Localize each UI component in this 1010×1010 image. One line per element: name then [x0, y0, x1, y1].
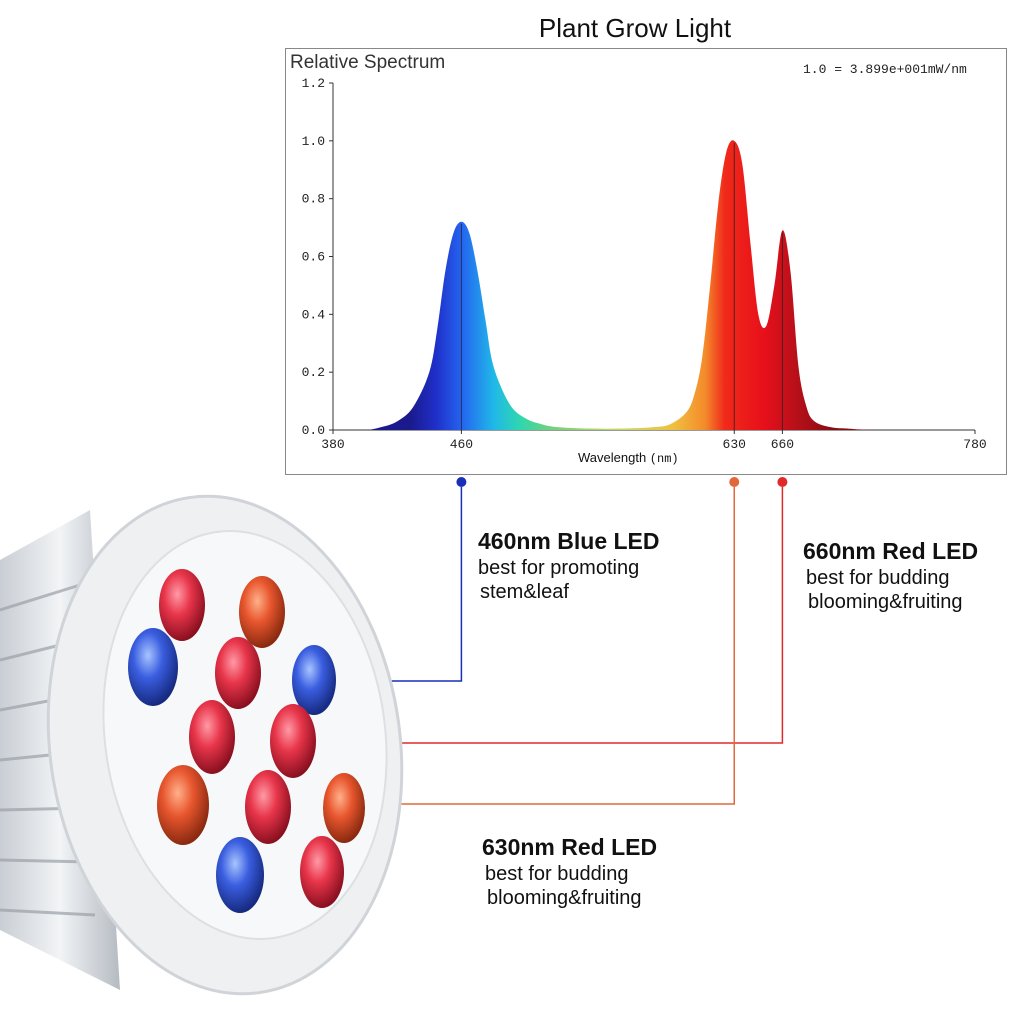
y-tick-label: 0.6 [302, 250, 325, 265]
annotation-630nm: 630nm Red LED best for budding blooming&… [482, 834, 657, 910]
led-red [245, 770, 291, 844]
y-tick-label: 0.2 [302, 365, 325, 380]
x-tick-label: 460 [450, 437, 473, 452]
y-tick-label: 1.0 [302, 134, 325, 149]
peak-marker-dot [777, 477, 788, 487]
led-blue [128, 628, 178, 706]
led-red [300, 836, 344, 908]
annotation-630nm-line2: blooming&fruiting [487, 886, 642, 909]
annotation-660nm: 660nm Red LED best for budding blooming&… [803, 538, 978, 614]
chart-frame [285, 48, 1007, 475]
y-tick-label: 1.2 [302, 76, 325, 91]
annotation-660nm-title: 660nm Red LED [803, 538, 979, 564]
connector-660nm [318, 487, 784, 744]
y-axis-label: Relative Spectrum [290, 52, 446, 73]
led-array [128, 569, 365, 913]
annotation-460nm: 460nm Blue LED best for promoting stem&l… [478, 528, 660, 604]
annotation-460nm-line2: stem&leaf [480, 580, 569, 603]
led-red [270, 704, 316, 778]
led-blue [292, 645, 336, 715]
connector-630nm [367, 487, 735, 805]
x-axis-label: Wavelength (nm) [578, 450, 679, 466]
spectrum-area [333, 140, 975, 431]
led-orange [323, 773, 365, 843]
led-orange [157, 765, 209, 845]
annotation-660nm-line1: best for budding [806, 566, 950, 589]
scale-note: 1.0 = 3.899e+001mW/nm [803, 62, 967, 77]
x-axis-unit: (nm) [649, 452, 679, 466]
chart-title: Plant Grow Light [538, 13, 732, 43]
annotation-630nm-title: 630nm Red LED [482, 834, 658, 860]
x-tick-label: 780 [963, 437, 986, 452]
axes: 0.0 0.2 0.4 0.6 0.8 1.0 1.2 380 460 630 660 780 [302, 76, 987, 452]
x-tick-label: 660 [771, 437, 794, 452]
y-tick-label: 0.4 [302, 307, 326, 322]
led-red [215, 637, 261, 709]
peak-marker-dot [729, 477, 740, 487]
peak-marker-dot [456, 477, 467, 487]
x-tick-label: 630 [723, 437, 746, 452]
lamp-illustration [0, 494, 404, 996]
led-blue [216, 837, 264, 913]
led-red [159, 569, 205, 641]
led-red [189, 700, 235, 774]
led-orange [239, 576, 285, 648]
y-tick-label: 0.0 [302, 423, 325, 438]
annotation-660nm-line2: blooming&fruiting [808, 590, 963, 613]
spectrum-series [333, 140, 975, 431]
x-axis-label-text: Wavelength [578, 450, 647, 465]
x-tick-label: 380 [321, 437, 344, 452]
annotation-630nm-line1: best for budding [485, 862, 629, 885]
annotation-460nm-line1: best for promoting [478, 556, 640, 579]
y-tick-label: 0.8 [302, 192, 325, 207]
annotation-460nm-title: 460nm Blue LED [478, 528, 660, 554]
